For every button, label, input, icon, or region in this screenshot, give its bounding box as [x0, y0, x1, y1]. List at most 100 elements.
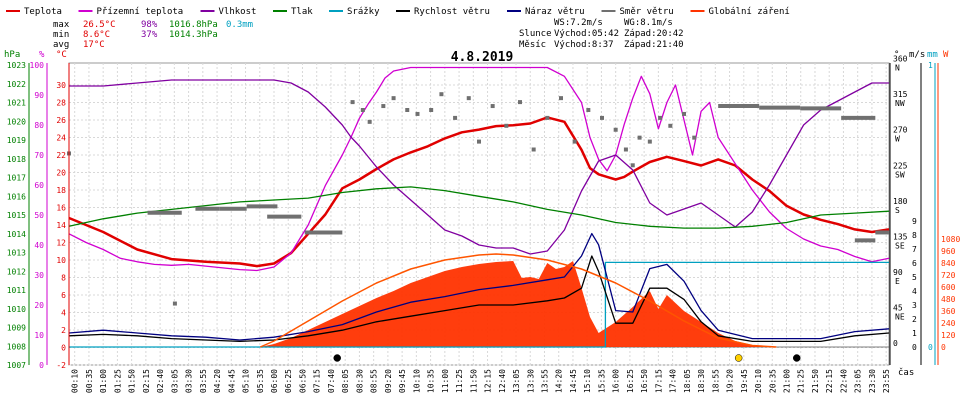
- temperature-tick-label: 30: [56, 81, 66, 90]
- series-line: [68, 66, 890, 272]
- rain-unit: mm: [927, 50, 938, 60]
- x-tick-label: 13:30: [526, 369, 535, 393]
- radiation-tick-label: 360: [941, 307, 956, 316]
- wind-dir-point: [367, 119, 372, 124]
- legend-label: Náraz větru: [525, 7, 585, 17]
- info-sun-label: Slunce: [519, 29, 552, 39]
- wind-dir-compass-label: E: [895, 277, 900, 286]
- pressure-tick-label: 1020: [7, 117, 26, 126]
- wind-dir-point: [623, 147, 628, 152]
- x-tick-label: 04:20: [213, 369, 222, 393]
- rain-tick-label: 0: [928, 343, 933, 352]
- pressure-tick-label: 1014: [7, 230, 26, 239]
- x-tick-label: 21:25: [797, 369, 806, 393]
- x-tick-label: 08:05: [341, 369, 350, 393]
- wind-dir-point: [381, 104, 386, 109]
- x-tick-label: 01:50: [128, 369, 137, 393]
- stats-min-press: 1014.3hPa: [169, 30, 218, 40]
- info-moon-label: Měsíc: [519, 40, 546, 50]
- wind-dir-point: [613, 127, 618, 132]
- legend-label: Globální záření: [709, 7, 790, 17]
- radiation-tick-label: 0: [941, 343, 946, 352]
- temperature-tick-label: 26: [56, 116, 66, 125]
- stats-min-temp: 8.6°C: [83, 30, 110, 40]
- wind-speed-tick-label: 9: [912, 217, 917, 226]
- temperature-tick-label: 6: [61, 291, 66, 300]
- info-sun-rise: Východ:05:42: [554, 29, 619, 39]
- wind-dir-compass-label: N: [895, 64, 900, 73]
- x-tick-label: 12:40: [498, 369, 507, 393]
- x-tick-label: 05:10: [242, 369, 251, 393]
- wind-dir-tick-label: 180: [893, 197, 908, 206]
- wind-dir-tick-label: 45: [893, 303, 903, 312]
- wind-dir-compass-label: W: [895, 135, 900, 144]
- humidity-tick-label: 40: [34, 241, 44, 250]
- wind-dir-unit: °: [894, 50, 899, 60]
- wind-dir-point: [692, 135, 697, 140]
- x-tick-label: 16:00: [612, 369, 621, 393]
- radiation-tick-label: 480: [941, 295, 956, 304]
- temperature-tick-label: 12: [56, 239, 66, 248]
- wind-speed-tick-label: 4: [912, 287, 917, 296]
- temperature-tick-label: 20: [56, 169, 66, 178]
- wind-dir-point: [637, 135, 642, 140]
- x-tick-label: 20:10: [754, 369, 763, 393]
- stats-block: max 26.5°C 98% 1016.8hPa 0.3mm min 8.6°C…: [53, 20, 253, 50]
- temperature-tick-label: 16: [56, 204, 66, 213]
- temperature-tick-label: 10: [56, 256, 66, 265]
- temperature-tick-label: -2: [56, 361, 66, 370]
- wind-dir-point: [405, 108, 410, 112]
- x-tick-label: 03:30: [185, 369, 194, 393]
- wind-dir-point: [415, 111, 420, 116]
- wind-speed-tick-label: 3: [912, 301, 917, 310]
- pressure-unit: hPa: [4, 50, 20, 60]
- wind-speed-tick-label: 8: [912, 231, 917, 240]
- wind-dir-point: [559, 96, 563, 101]
- x-tick-label: 23:55: [882, 369, 891, 393]
- humidity-tick-label: 70: [34, 151, 44, 160]
- legend-label: Tlak: [291, 7, 313, 17]
- rain-tick-label: 1: [928, 61, 933, 70]
- x-tick-label: 17:15: [654, 369, 663, 393]
- pressure-tick-label: 1007: [7, 361, 26, 370]
- wind-speed-tick-label: 5: [912, 273, 917, 282]
- radiation-tick-label: 600: [941, 283, 956, 292]
- x-tick-label: 21:50: [811, 369, 820, 393]
- pressure-tick-label: 1017: [7, 174, 26, 183]
- temperature-tick-label: 22: [56, 151, 66, 160]
- temperature-tick-label: 14: [56, 221, 66, 230]
- x-tick-label: 22:15: [825, 369, 834, 393]
- x-tick-label: 15:35: [597, 369, 606, 393]
- x-tick-label: 02:15: [142, 369, 151, 393]
- wind-dir-compass-label: SE: [895, 241, 905, 250]
- humidity-unit: %: [39, 50, 45, 60]
- x-tick-label: 13:05: [512, 369, 521, 393]
- humidity-tick-label: 50: [34, 211, 44, 220]
- stats-avg-temp: 17°C: [83, 40, 105, 50]
- wind-dir-point: [586, 108, 591, 112]
- radiation-unit: W: [943, 50, 949, 60]
- series-line: [69, 79, 889, 255]
- wind-dir-tick-label: 0: [893, 339, 898, 348]
- series-line: [68, 232, 890, 341]
- x-tick-label: 01:25: [113, 369, 122, 393]
- x-tick-label: 16:50: [640, 369, 649, 393]
- pressure-tick-label: 1016: [7, 192, 26, 201]
- wind-dir-point: [429, 108, 434, 112]
- wind-dir-point: [682, 111, 686, 116]
- x-tick-label: 09:20: [384, 369, 393, 393]
- stats-min-hum: 37%: [141, 30, 158, 40]
- x-tick-label: 07:15: [313, 369, 322, 393]
- humidity-tick-label: 0: [39, 361, 44, 370]
- x-tick-label: 10:35: [427, 369, 436, 393]
- series-line: [259, 253, 777, 348]
- wind-dir-point: [439, 92, 444, 97]
- pressure-tick-label: 1009: [7, 324, 26, 333]
- x-tick-label: 12:15: [484, 369, 493, 393]
- pressure-tick-label: 1013: [7, 249, 26, 258]
- wind-dir-tick-label: 135: [893, 232, 908, 241]
- event-marker: [333, 354, 341, 362]
- wind-dir-point: [572, 139, 577, 144]
- wind-dir-point: [658, 115, 663, 120]
